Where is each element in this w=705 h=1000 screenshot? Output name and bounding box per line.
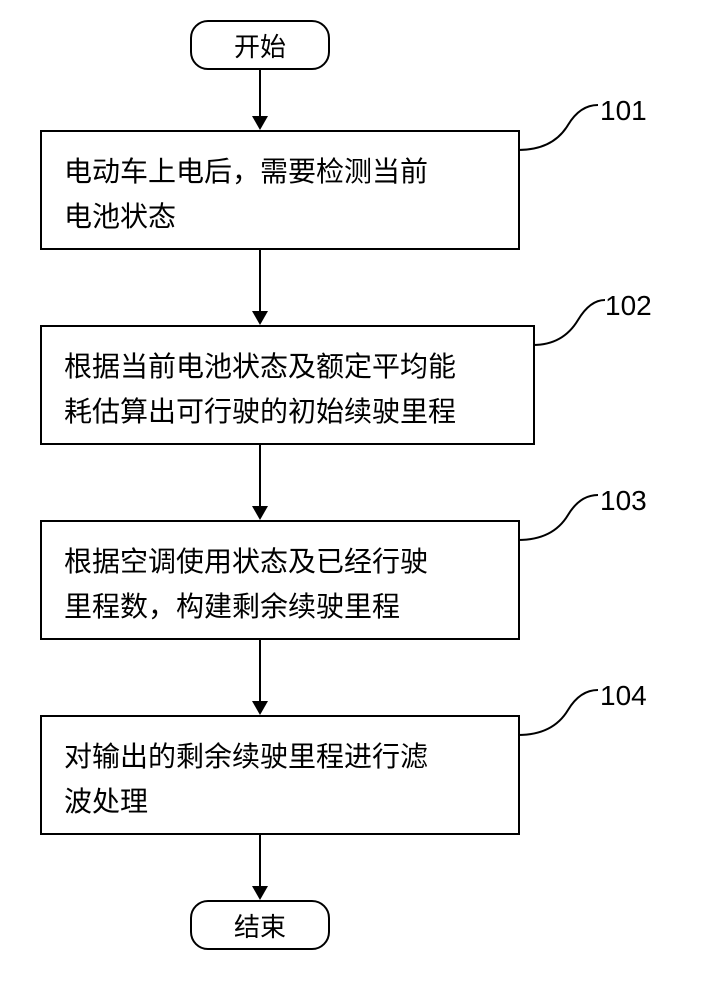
arrow-2-head (252, 311, 268, 325)
arrow-3-head (252, 506, 268, 520)
callout-101-label: 101 (600, 95, 647, 127)
step1-line1: 电动车上电后，需要检测当前 (64, 150, 496, 195)
step1-node: 电动车上电后，需要检测当前 电池状态 (40, 130, 520, 250)
arrow-5-head (252, 886, 268, 900)
arrow-1-head (252, 116, 268, 130)
start-node: 开始 (190, 20, 330, 70)
step1-line2: 电池状态 (64, 195, 496, 240)
arrow-3 (259, 445, 261, 506)
end-label: 结束 (234, 907, 286, 944)
callout-104-label: 104 (600, 680, 647, 712)
callout-103-line (518, 490, 608, 550)
step2-line1: 根据当前电池状态及额定平均能 (64, 345, 511, 390)
flowchart-container: 开始 电动车上电后，需要检测当前 电池状态 101 根据当前电池状态及额定平均能… (0, 0, 705, 1000)
arrow-5 (259, 835, 261, 886)
step4-node: 对输出的剩余续驶里程进行滤 波处理 (40, 715, 520, 835)
callout-101-line (518, 100, 608, 160)
step4-line1: 对输出的剩余续驶里程进行滤 (64, 735, 496, 780)
step3-line1: 根据空调使用状态及已经行驶 (64, 540, 496, 585)
end-node: 结束 (190, 900, 330, 950)
callout-104-line (518, 685, 608, 745)
callout-102-line (533, 295, 613, 355)
callout-103-label: 103 (600, 485, 647, 517)
step3-line2: 里程数，构建剩余续驶里程 (64, 585, 496, 630)
step2-node: 根据当前电池状态及额定平均能 耗估算出可行驶的初始续驶里程 (40, 325, 535, 445)
start-label: 开始 (234, 27, 286, 64)
step2-line2: 耗估算出可行驶的初始续驶里程 (64, 390, 511, 435)
step3-node: 根据空调使用状态及已经行驶 里程数，构建剩余续驶里程 (40, 520, 520, 640)
step4-line2: 波处理 (64, 780, 496, 825)
arrow-2 (259, 250, 261, 311)
arrow-4-head (252, 701, 268, 715)
callout-102-label: 102 (605, 290, 652, 322)
arrow-1 (259, 70, 261, 116)
arrow-4 (259, 640, 261, 701)
